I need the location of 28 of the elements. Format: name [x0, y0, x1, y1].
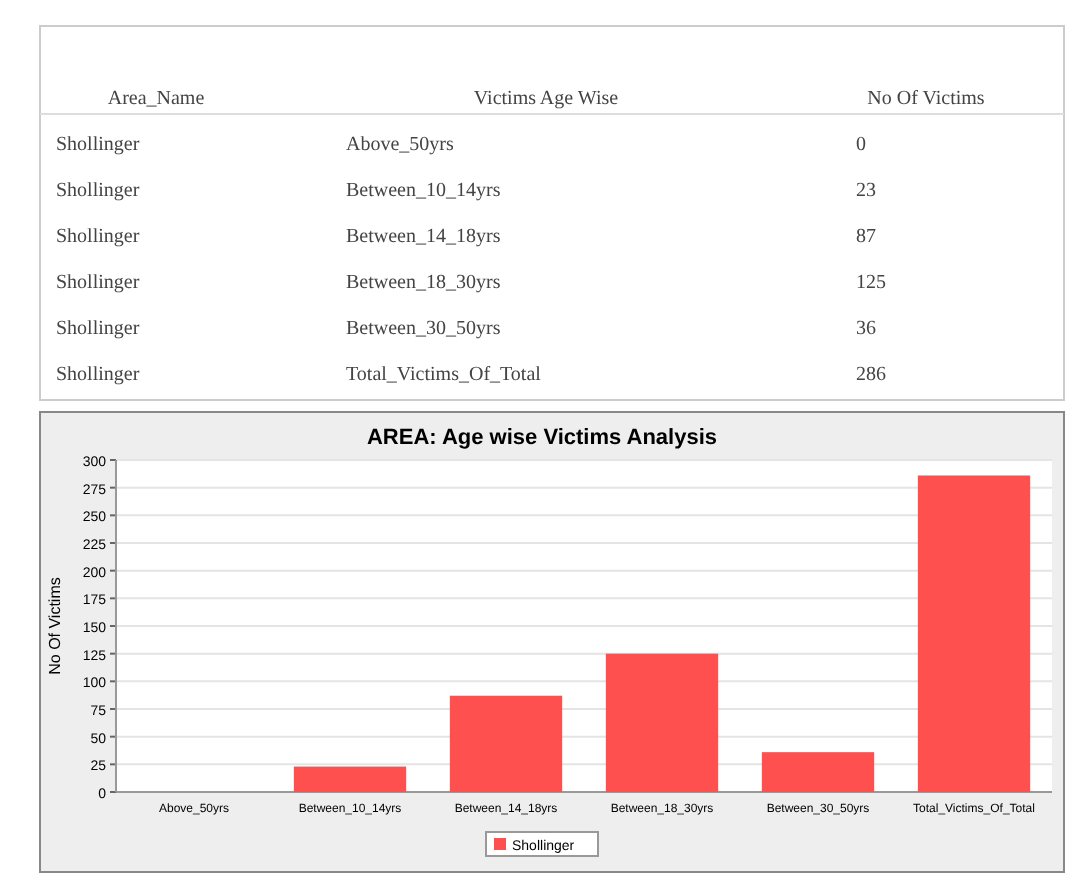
bar [605, 653, 719, 792]
category-label: Between_10_14yrs [346, 180, 501, 202]
text: Shollinger [56, 226, 140, 248]
category-label: Between_14_18yrs [346, 226, 501, 248]
chart-title: AREA: Age wise Victims Analysis [366, 426, 718, 450]
category-label: Between_18_30yrs [346, 272, 501, 294]
data-label: 87 [856, 226, 876, 248]
text: Area_Name [107, 88, 206, 110]
series-label: Shollinger [56, 364, 141, 386]
bar [761, 752, 875, 792]
bar [293, 766, 407, 792]
data-label: 0 [856, 134, 866, 156]
category-label: Above_50yrs [346, 134, 454, 156]
category-label: Between_30_50yrs [346, 318, 501, 340]
bar [917, 475, 1031, 792]
category-label: Total_Victims_Of_Total [346, 364, 542, 386]
text: No Of Victims [867, 88, 985, 110]
data-label: 36 [856, 318, 876, 340]
data-label: 125 [856, 272, 886, 294]
text: Shollinger [56, 134, 140, 156]
text: Shollinger [56, 272, 140, 294]
bar [449, 695, 563, 792]
data-label: 286 [856, 364, 886, 386]
y-axis-title: No Of Victims [46, 577, 64, 675]
text: Victims Age Wise [473, 88, 620, 110]
text: Shollinger [56, 318, 140, 340]
data-label: 23 [856, 180, 876, 202]
text: Shollinger [56, 180, 140, 202]
